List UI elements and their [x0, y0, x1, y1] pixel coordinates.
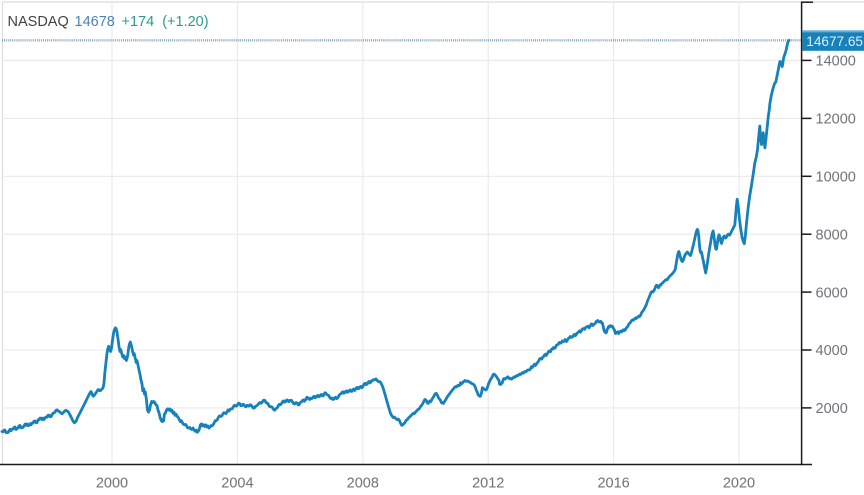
svg-text:6000: 6000	[816, 285, 848, 301]
svg-text:2020: 2020	[723, 476, 755, 492]
svg-text:NASDAQ: NASDAQ	[8, 14, 69, 30]
svg-text:8000: 8000	[816, 227, 848, 243]
svg-text:2000: 2000	[816, 401, 848, 417]
svg-text:10000: 10000	[816, 170, 856, 186]
svg-text:4000: 4000	[816, 343, 848, 359]
svg-text:2004: 2004	[221, 476, 253, 492]
svg-text:2000: 2000	[96, 476, 128, 492]
svg-text:+174 (+1.20): +174 (+1.20)	[122, 14, 209, 30]
svg-text:2016: 2016	[597, 476, 629, 492]
svg-text:2012: 2012	[472, 476, 504, 492]
svg-text:14677.65: 14677.65	[806, 34, 863, 49]
svg-text:14678: 14678	[75, 14, 115, 30]
svg-text:2008: 2008	[347, 476, 379, 492]
svg-text:14000: 14000	[816, 54, 856, 70]
svg-text:12000: 12000	[816, 112, 856, 128]
